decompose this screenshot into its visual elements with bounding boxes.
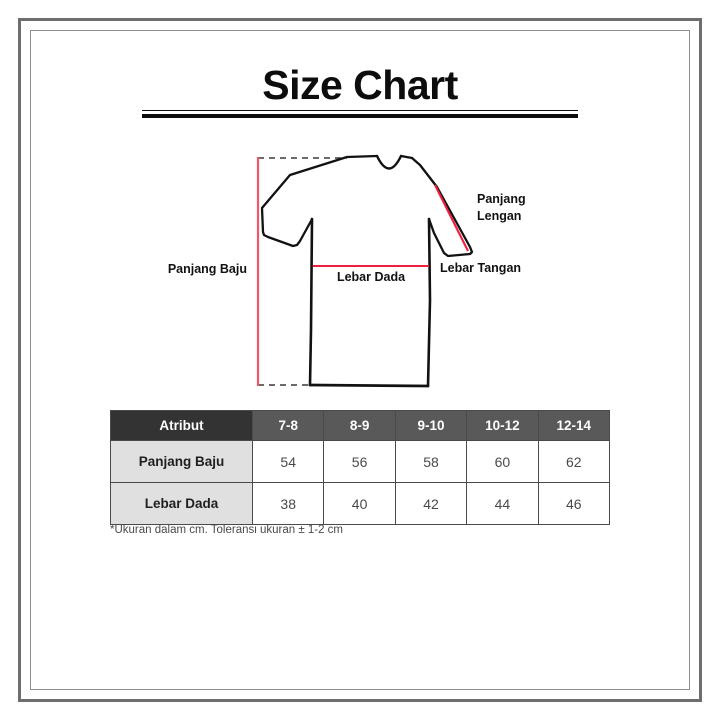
table-cell-value: 54 — [251, 440, 325, 483]
title-divider — [142, 110, 578, 118]
table-cell-value: 60 — [466, 440, 539, 483]
size-table: Atribut 7-8 8-9 9-10 10-12 12-14 Panjang… — [110, 410, 611, 525]
table-header-size-8-9: 8-9 — [323, 410, 396, 441]
table-cell-value: 42 — [394, 482, 468, 525]
table-cell-value: 46 — [537, 482, 611, 525]
table-header-size-7-8: 7-8 — [251, 410, 325, 441]
table-cell-value: 62 — [537, 440, 611, 483]
page-title: Size Chart — [262, 62, 458, 108]
title-divider-thick-line — [142, 114, 578, 118]
table-header-attribute: Atribut — [110, 410, 253, 441]
table-row: Panjang Baju 54 56 58 60 62 — [110, 440, 611, 483]
table-cell-value: 38 — [251, 482, 325, 525]
decorative-frame-outer — [18, 18, 702, 702]
table-cell-value: 56 — [323, 440, 396, 483]
table-cell-value: 44 — [466, 482, 539, 525]
table-header-size-12-14: 12-14 — [537, 410, 611, 441]
table-header-row: Atribut 7-8 8-9 9-10 10-12 12-14 — [110, 410, 611, 441]
table-cell-attribute: Panjang Baju — [110, 440, 253, 483]
decorative-frame-inner — [30, 30, 690, 690]
title-divider-thin-line — [142, 110, 578, 111]
table-cell-value: 58 — [394, 440, 468, 483]
table-header-size-9-10: 9-10 — [394, 410, 468, 441]
table-header-size-10-12: 10-12 — [466, 410, 539, 441]
table-row: Lebar Dada 38 40 42 44 46 — [110, 482, 611, 525]
table-cell-attribute: Lebar Dada — [110, 482, 253, 525]
table-cell-value: 40 — [323, 482, 396, 525]
measurement-footnote: *Ukuran dalam cm. Toleransi ukuran ± 1-2… — [110, 524, 343, 536]
